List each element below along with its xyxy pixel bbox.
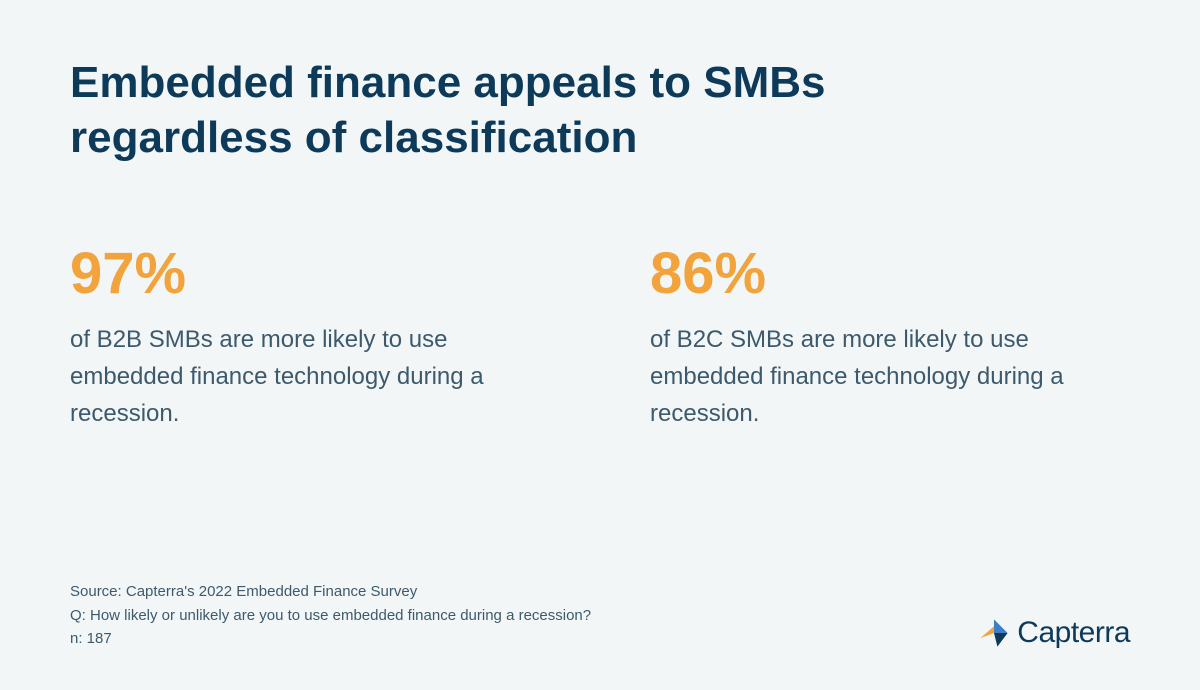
page-title: Embedded finance appeals to SMBs regardl… [70, 55, 970, 165]
capterra-arrow-icon [977, 616, 1011, 650]
stat-description-b2c: of B2C SMBs are more likely to use embed… [650, 321, 1130, 433]
stats-container: 97% of B2B SMBs are more likely to use e… [70, 245, 1130, 433]
stat-value-b2b: 97% [70, 245, 550, 303]
brand-logo: Capterra [977, 616, 1130, 650]
n-line: n: 187 [70, 627, 591, 650]
brand-logo-text: Capterra [1017, 616, 1130, 650]
footer: Source: Capterra's 2022 Embedded Finance… [70, 580, 1130, 650]
stat-block-b2b: 97% of B2B SMBs are more likely to use e… [70, 245, 550, 433]
question-line: Q: How likely or unlikely are you to use… [70, 604, 591, 627]
stat-description-b2b: of B2B SMBs are more likely to use embed… [70, 321, 550, 433]
stat-value-b2c: 86% [650, 245, 1130, 303]
source-line: Source: Capterra's 2022 Embedded Finance… [70, 580, 591, 603]
source-block: Source: Capterra's 2022 Embedded Finance… [70, 580, 591, 650]
stat-block-b2c: 86% of B2C SMBs are more likely to use e… [650, 245, 1130, 433]
